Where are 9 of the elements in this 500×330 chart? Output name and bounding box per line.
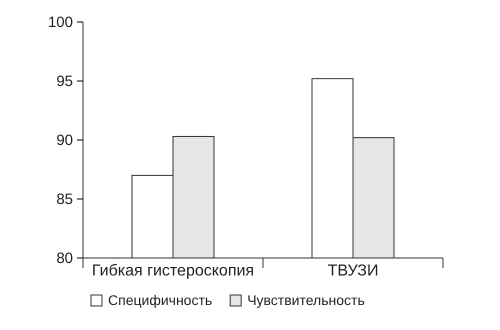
legend-label: Специфичность — [108, 292, 212, 308]
y-tick-label: 90 — [56, 132, 73, 149]
x-tick-label: Гибкая гистероскопия — [92, 262, 254, 280]
y-tick-label: 100 — [48, 14, 73, 31]
legend-label: Чувствительность — [247, 292, 365, 308]
y-tick-label: 80 — [56, 250, 73, 267]
y-tick-label: 95 — [56, 72, 73, 90]
y-tick-label: 85 — [56, 190, 73, 208]
x-tick-label: ТВУЗИ — [328, 262, 378, 280]
